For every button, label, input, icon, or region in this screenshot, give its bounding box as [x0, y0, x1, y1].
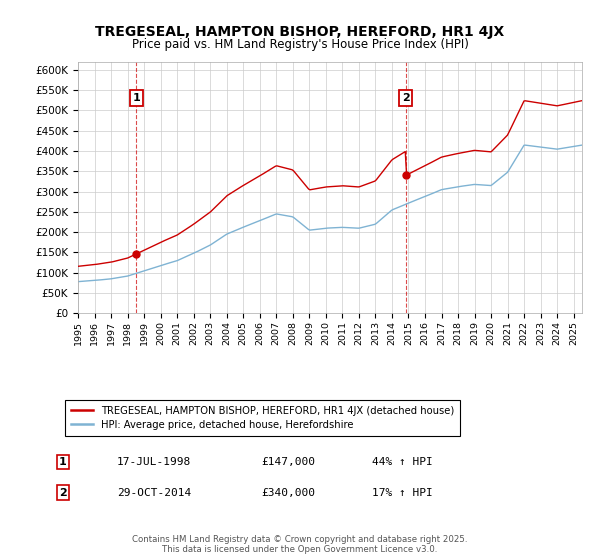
Text: 1: 1	[133, 93, 140, 103]
Text: £340,000: £340,000	[261, 488, 315, 498]
Text: 44% ↑ HPI: 44% ↑ HPI	[372, 457, 433, 467]
Text: TREGESEAL, HAMPTON BISHOP, HEREFORD, HR1 4JX: TREGESEAL, HAMPTON BISHOP, HEREFORD, HR1…	[95, 25, 505, 39]
Text: 29-OCT-2014: 29-OCT-2014	[117, 488, 191, 498]
Text: 2: 2	[59, 488, 67, 498]
Text: 17% ↑ HPI: 17% ↑ HPI	[372, 488, 433, 498]
Text: Price paid vs. HM Land Registry's House Price Index (HPI): Price paid vs. HM Land Registry's House …	[131, 38, 469, 51]
Text: 2: 2	[402, 93, 410, 103]
Text: Contains HM Land Registry data © Crown copyright and database right 2025.
This d: Contains HM Land Registry data © Crown c…	[132, 535, 468, 554]
Text: £147,000: £147,000	[261, 457, 315, 467]
Text: 1: 1	[59, 457, 67, 467]
Text: 17-JUL-1998: 17-JUL-1998	[117, 457, 191, 467]
Legend: TREGESEAL, HAMPTON BISHOP, HEREFORD, HR1 4JX (detached house), HPI: Average pric: TREGESEAL, HAMPTON BISHOP, HEREFORD, HR1…	[65, 400, 460, 436]
